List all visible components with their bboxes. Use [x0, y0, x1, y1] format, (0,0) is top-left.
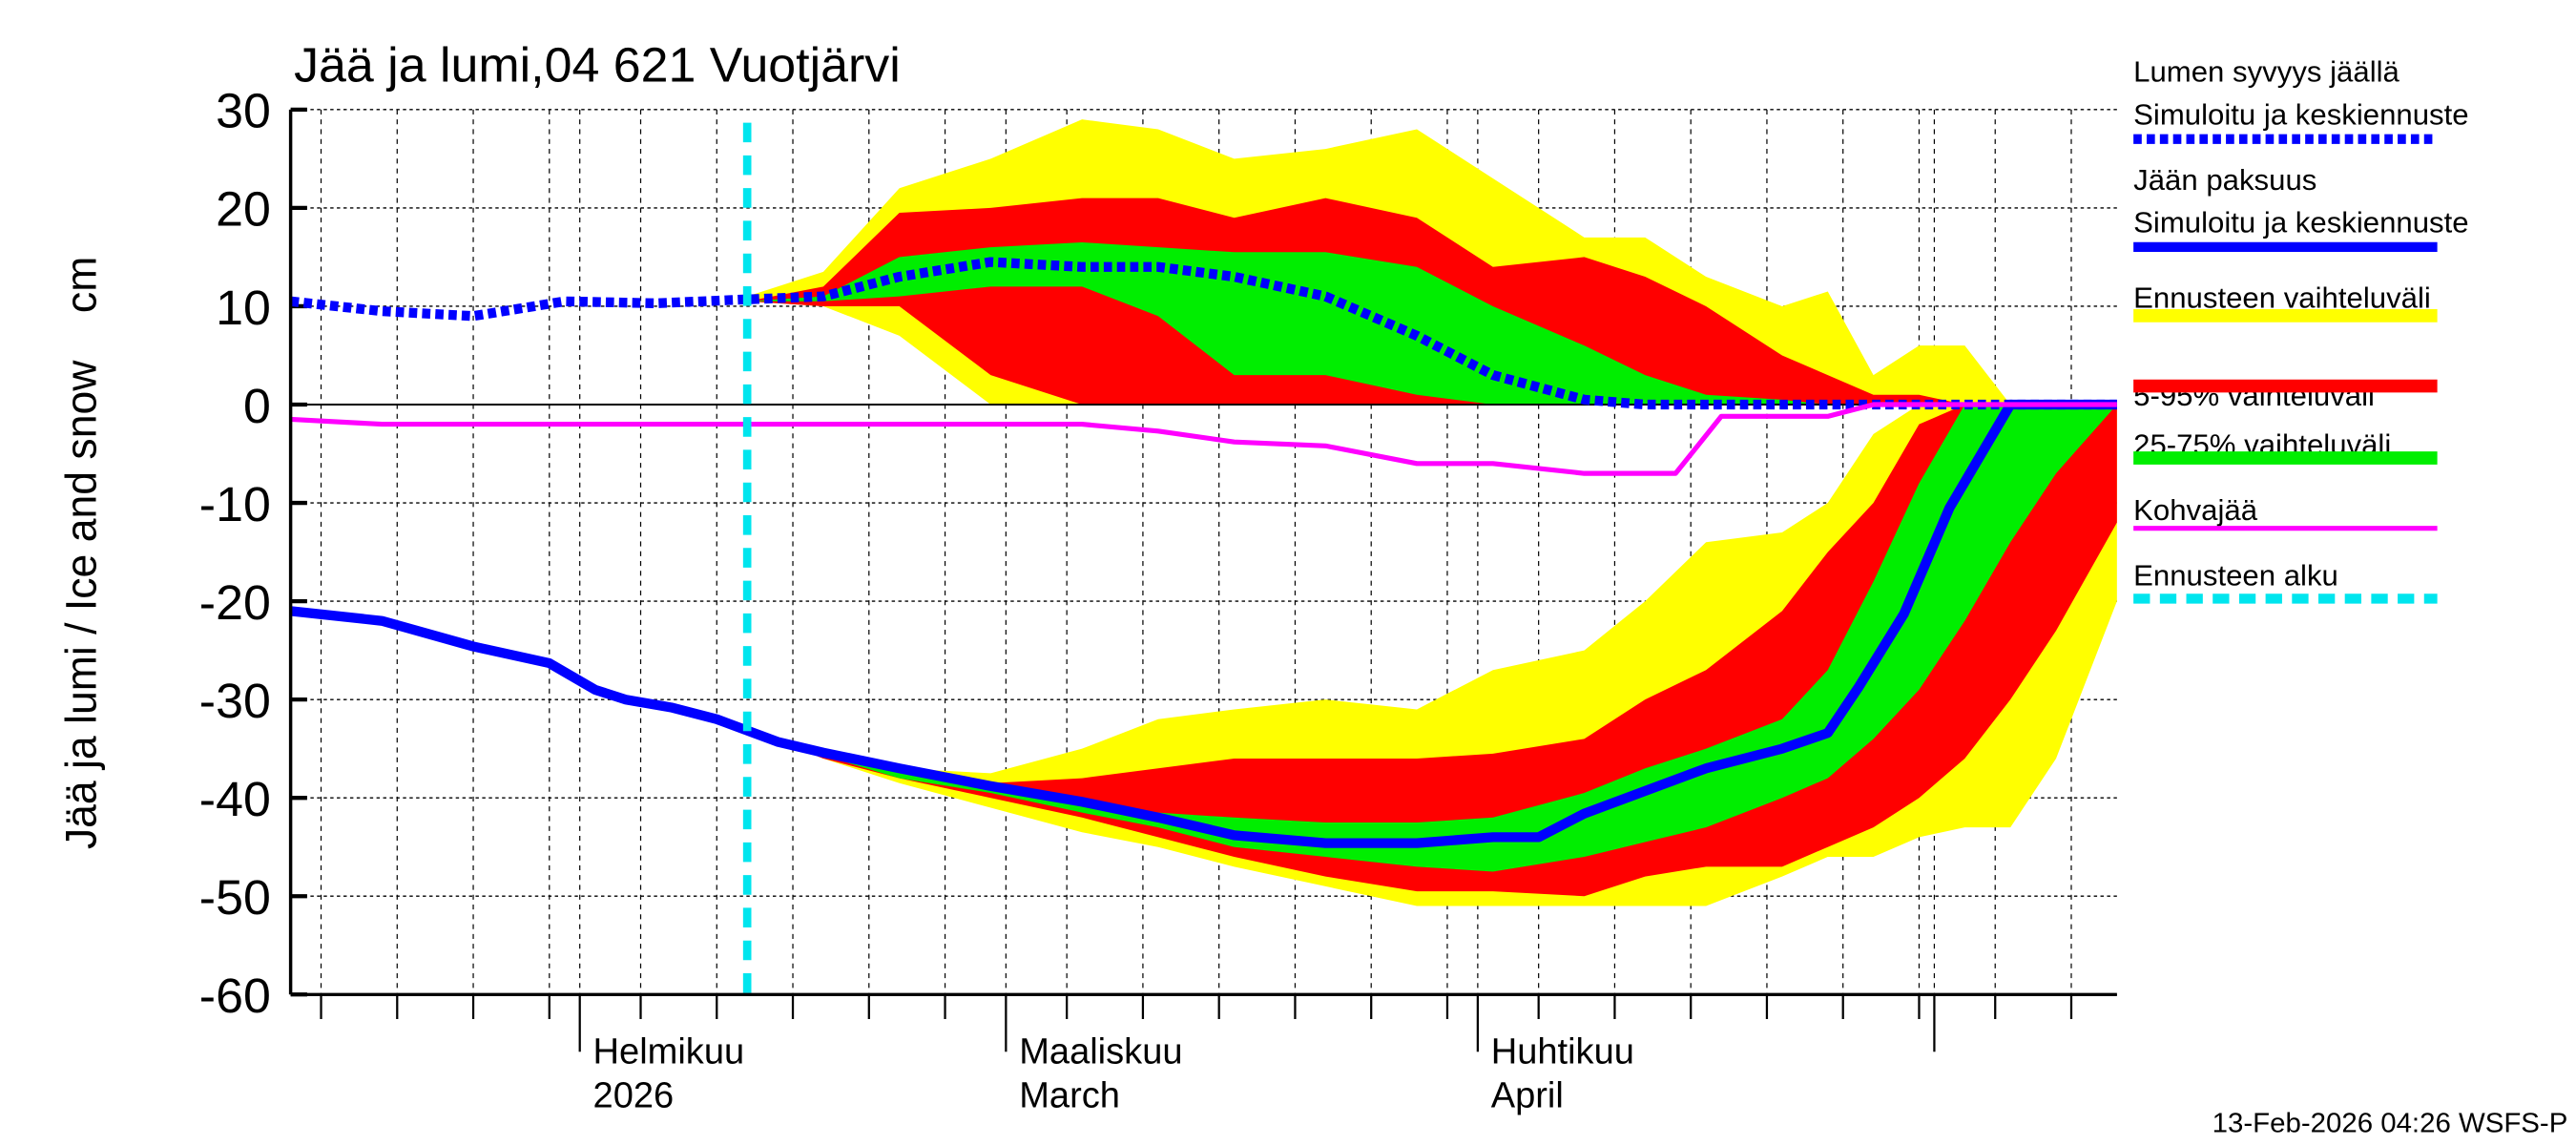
y-tick-label: 10 — [216, 280, 271, 335]
legend-sublabel: Simuloitu ja keskiennuste — [2133, 206, 2468, 239]
legend-sublabel: Simuloitu ja keskiennuste — [2133, 97, 2468, 131]
y-tick-label: -10 — [199, 476, 271, 531]
slush-ice-line — [290, 402, 2117, 476]
snow-depth-line — [290, 257, 2117, 410]
legend-label: Jään paksuus — [2133, 163, 2316, 197]
y-tick-label: -60 — [199, 968, 271, 1023]
y-axis-label: Jää ja lumi / Ice and snow cm — [57, 257, 105, 850]
month-label: Huhtikuu — [1491, 1031, 1634, 1072]
month-sublabel: March — [1019, 1076, 1120, 1116]
month-label: Maaliskuu — [1019, 1031, 1182, 1072]
month-label: Helmikuu — [593, 1031, 745, 1072]
snow-25-75-band — [747, 241, 2117, 405]
y-tick-label: -20 — [199, 574, 271, 630]
month-sublabel: 2026 — [593, 1076, 675, 1116]
footer-timestamp: 13-Feb-2026 04:26 WSFS-P — [2212, 1107, 2568, 1138]
legend-label: Kohvajää — [2133, 493, 2258, 527]
y-tick-label: 20 — [216, 181, 271, 237]
y-tick-label: 30 — [216, 83, 271, 138]
month-sublabel: April — [1491, 1076, 1564, 1116]
ice-thickness-line — [290, 399, 2117, 848]
y-tick-label: 0 — [243, 378, 271, 433]
y-tick-label: -40 — [199, 771, 271, 826]
y-tick-label: -30 — [199, 673, 271, 728]
y-tick-label: -50 — [199, 869, 271, 925]
legend-label: Ennusteen vaihteluväli — [2133, 281, 2431, 314]
chart-title: Jää ja lumi,04 621 Vuotjärvi — [294, 37, 901, 93]
legend-label: Ennusteen alku — [2133, 559, 2338, 593]
legend-label: Lumen syvyys jäällä — [2133, 55, 2399, 89]
